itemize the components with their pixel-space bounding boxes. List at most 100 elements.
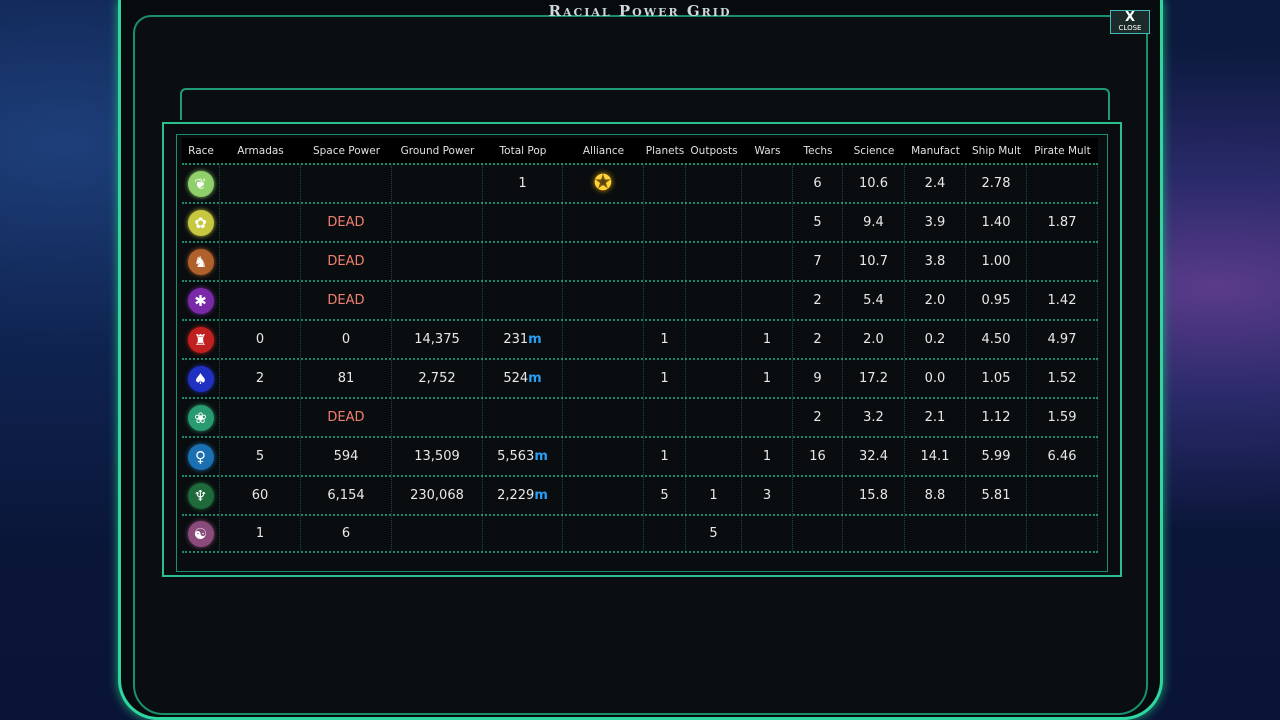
table-row[interactable]: ♀ 5 594 13,509 5,563 m 1 1 16 32.4 14.1 5.99 6.46 bbox=[182, 436, 1098, 475]
cell-outposts bbox=[686, 438, 742, 475]
cell-ground-power bbox=[392, 165, 483, 202]
table-row[interactable]: ✿ DEAD 5 9.4 3.9 1.40 1.87 bbox=[182, 202, 1098, 241]
cell-science: 17.2 bbox=[843, 360, 905, 397]
column-header-pirate-mult[interactable]: Pirate Mult bbox=[1034, 144, 1091, 157]
cell-alliance bbox=[563, 399, 644, 436]
race-icon[interactable]: ♆ bbox=[187, 482, 214, 509]
cell-armadas bbox=[220, 282, 301, 319]
cell-race: ✱ bbox=[182, 282, 220, 319]
cell-techs bbox=[793, 516, 843, 551]
cell-outposts: 5 bbox=[686, 516, 742, 551]
column-header-ground-power[interactable]: Ground Power bbox=[400, 144, 475, 157]
cell-manufact: 3.9 bbox=[905, 204, 966, 241]
pop-value: 524 bbox=[503, 371, 529, 386]
cell-ground-power: 230,068 bbox=[392, 477, 483, 514]
cell-alliance bbox=[563, 516, 644, 551]
cell-manufact: 2.0 bbox=[905, 282, 966, 319]
cell-total-pop bbox=[483, 204, 563, 241]
cell-wars bbox=[742, 204, 793, 241]
cell-outposts bbox=[686, 321, 742, 358]
race-icon[interactable]: ❀ bbox=[187, 404, 214, 431]
pop-value: 1 bbox=[518, 176, 527, 191]
cell-ship-mult: 2.78 bbox=[966, 165, 1027, 202]
cell-space-power: DEAD bbox=[301, 243, 392, 280]
table-row[interactable]: ✱ DEAD 2 5.4 2.0 0.95 1.42 bbox=[182, 280, 1098, 319]
race-icon[interactable]: ♠ bbox=[187, 365, 214, 392]
cell-ship-mult: 5.99 bbox=[966, 438, 1027, 475]
race-icon[interactable]: ♜ bbox=[187, 326, 214, 353]
cell-pirate-mult bbox=[1027, 477, 1098, 514]
cell-race: ❦ bbox=[182, 165, 220, 202]
cell-alliance bbox=[563, 282, 644, 319]
cell-manufact: 0.2 bbox=[905, 321, 966, 358]
cell-techs bbox=[793, 477, 843, 514]
column-header-ship-mult[interactable]: Ship Mult bbox=[972, 144, 1021, 157]
cell-total-pop: 5,563 m bbox=[483, 438, 563, 475]
race-icon[interactable]: ☯ bbox=[187, 520, 214, 547]
race-icon[interactable]: ♀ bbox=[187, 443, 214, 470]
column-header-space-power[interactable]: Space Power bbox=[312, 144, 381, 157]
cell-wars: 1 bbox=[742, 321, 793, 358]
column-header-alliance[interactable]: Alliance bbox=[582, 144, 625, 157]
cell-space-power: 0 bbox=[301, 321, 392, 358]
column-header-outposts[interactable]: Outposts bbox=[690, 144, 738, 157]
race-icon[interactable]: ♞ bbox=[187, 248, 214, 275]
cell-outposts bbox=[686, 204, 742, 241]
table-row[interactable]: ♜ 0 0 14,375 231 m 1 1 2 2.0 0.2 4.50 4.97 bbox=[182, 319, 1098, 358]
cell-ground-power bbox=[392, 282, 483, 319]
cell-science: 3.2 bbox=[843, 399, 905, 436]
cell-ground-power: 13,509 bbox=[392, 438, 483, 475]
cell-wars bbox=[742, 165, 793, 202]
cell-race: ♀ bbox=[182, 438, 220, 475]
cell-ground-power: 2,752 bbox=[392, 360, 483, 397]
race-icon[interactable]: ✱ bbox=[187, 287, 214, 314]
cell-ship-mult: 4.50 bbox=[966, 321, 1027, 358]
cell-manufact: 2.4 bbox=[905, 165, 966, 202]
cell-race: ♆ bbox=[182, 477, 220, 514]
cell-outposts bbox=[686, 399, 742, 436]
race-icon[interactable]: ✿ bbox=[187, 209, 214, 236]
cell-techs: 6 bbox=[793, 165, 843, 202]
race-icon[interactable]: ❦ bbox=[187, 170, 214, 197]
cell-ship-mult: 1.05 bbox=[966, 360, 1027, 397]
column-header-race[interactable]: Race bbox=[188, 144, 214, 157]
cell-pirate-mult bbox=[1027, 516, 1098, 551]
cell-race: ♞ bbox=[182, 243, 220, 280]
cell-ship-mult: 0.95 bbox=[966, 282, 1027, 319]
close-button[interactable]: X CLOSE bbox=[1110, 10, 1150, 34]
column-header-techs[interactable]: Techs bbox=[803, 144, 833, 157]
cell-armadas: 60 bbox=[220, 477, 301, 514]
cell-alliance bbox=[563, 243, 644, 280]
cell-armadas bbox=[220, 399, 301, 436]
cell-total-pop bbox=[483, 399, 563, 436]
column-header-manufact[interactable]: Manufact bbox=[911, 144, 960, 157]
table-row[interactable]: ❦ 1 ✪ 6 10.6 2.4 2.78 bbox=[182, 163, 1098, 202]
cell-techs: 2 bbox=[793, 399, 843, 436]
table-row[interactable]: ❀ DEAD 2 3.2 2.1 1.12 1.59 bbox=[182, 397, 1098, 436]
cell-pirate-mult bbox=[1027, 165, 1098, 202]
cell-space-power: DEAD bbox=[301, 204, 392, 241]
cell-science bbox=[843, 516, 905, 551]
cell-planets bbox=[644, 516, 686, 551]
cell-armadas bbox=[220, 243, 301, 280]
column-header-total-pop[interactable]: Total Pop bbox=[499, 144, 547, 157]
column-header-armadas[interactable]: Armadas bbox=[237, 144, 284, 157]
cell-wars: 1 bbox=[742, 360, 793, 397]
table-row[interactable]: ☯ 1 6 5 bbox=[182, 514, 1098, 553]
column-header-wars[interactable]: Wars bbox=[754, 144, 781, 157]
cell-techs: 2 bbox=[793, 282, 843, 319]
pop-unit: m bbox=[528, 332, 542, 347]
cell-ground-power: 14,375 bbox=[392, 321, 483, 358]
table-row[interactable]: ♠ 2 81 2,752 524 m 1 1 9 17.2 0.0 1.05 1.52 bbox=[182, 358, 1098, 397]
cell-ground-power bbox=[392, 243, 483, 280]
table-row[interactable]: ♞ DEAD 7 10.7 3.8 1.00 bbox=[182, 241, 1098, 280]
cell-space-power: DEAD bbox=[301, 399, 392, 436]
column-header-planets[interactable]: Planets bbox=[645, 144, 685, 157]
pop-unit: m bbox=[534, 488, 548, 503]
cell-armadas: 2 bbox=[220, 360, 301, 397]
cell-manufact: 3.8 bbox=[905, 243, 966, 280]
column-header-science[interactable]: Science bbox=[853, 144, 895, 157]
table-row[interactable]: ♆ 60 6,154 230,068 2,229 m 5 1 3 15.8 8.8 5.81 bbox=[182, 475, 1098, 514]
cell-manufact: 14.1 bbox=[905, 438, 966, 475]
cell-planets: 1 bbox=[644, 438, 686, 475]
